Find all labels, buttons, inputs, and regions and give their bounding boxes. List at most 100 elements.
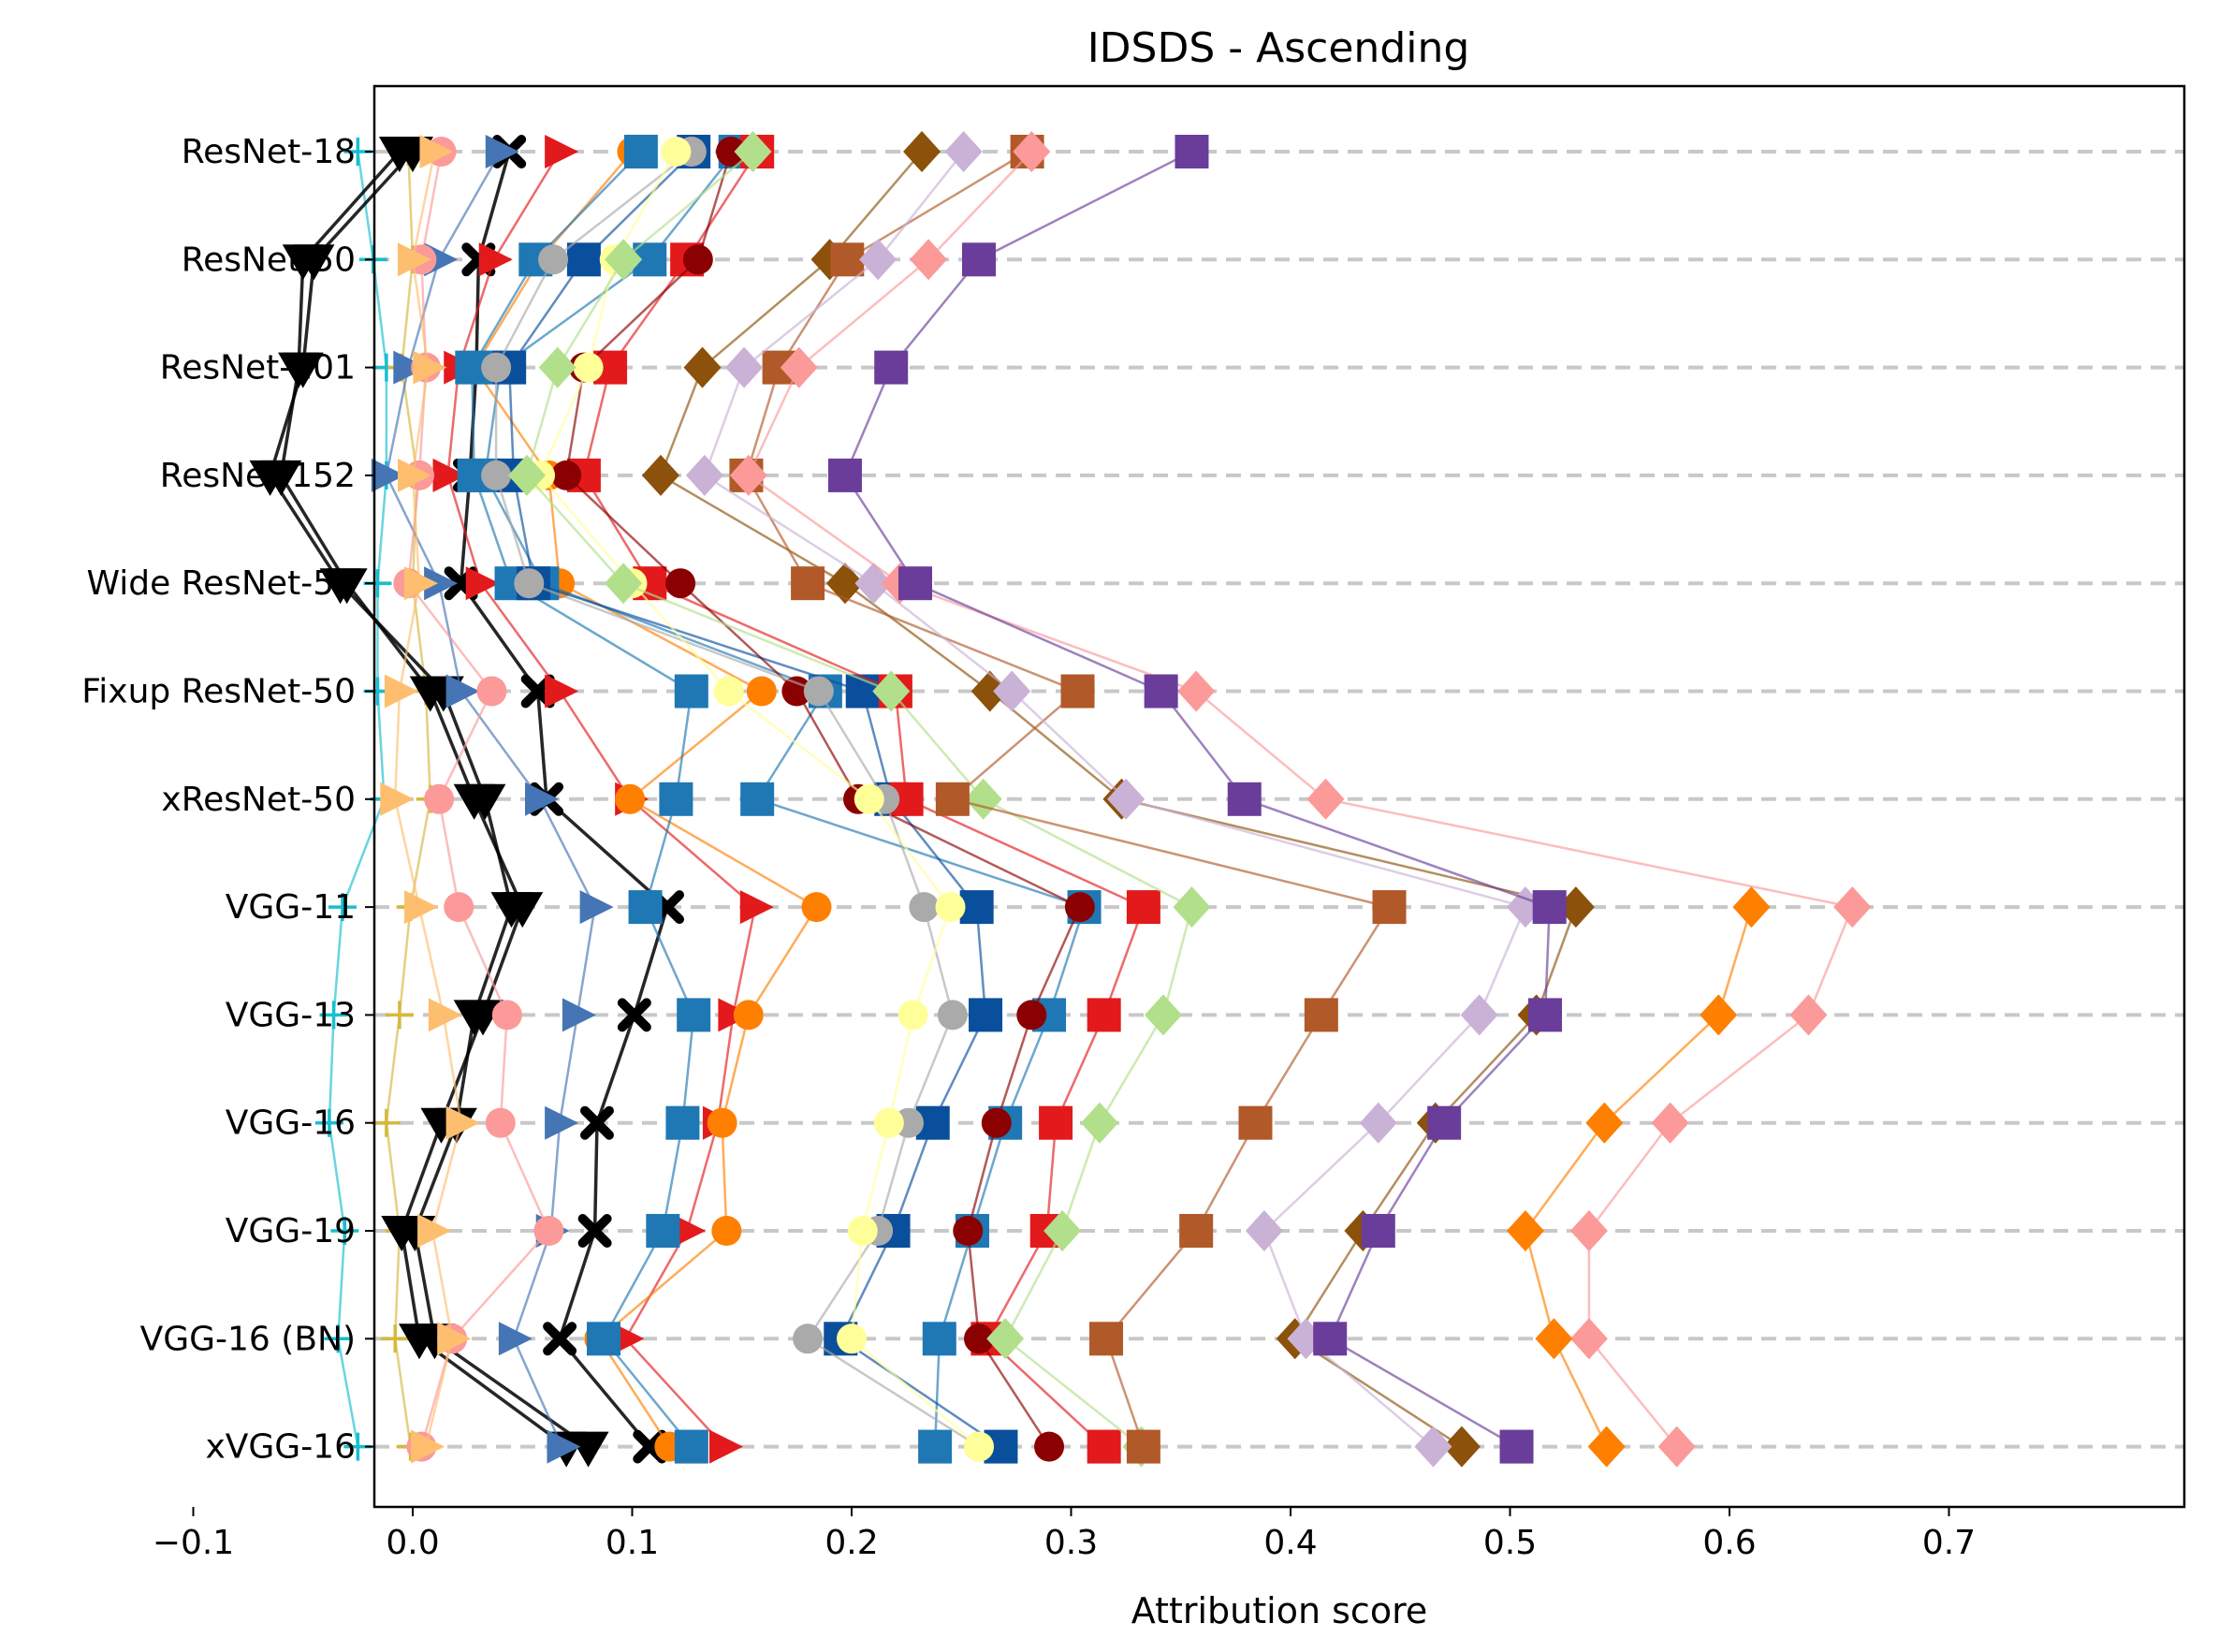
data-point <box>605 563 643 605</box>
data-point <box>282 352 324 388</box>
data-point <box>1556 886 1595 928</box>
data-point <box>1569 1318 1608 1360</box>
data-point <box>935 892 966 923</box>
data-point <box>1016 1000 1047 1031</box>
series-line <box>1524 906 1753 1448</box>
data-point <box>1700 994 1738 1036</box>
data-point <box>1359 1102 1397 1144</box>
data-point <box>328 893 357 922</box>
data-point <box>935 782 970 816</box>
y-tick-label: VGG-16 <box>226 1104 356 1143</box>
data-point <box>803 676 834 707</box>
data-point <box>481 460 512 490</box>
data-point <box>734 131 772 172</box>
data-point <box>605 239 643 281</box>
x-axis: −0.1 0.0 0.1 0.2 0.3 0.4 0.5 0.6 0.7 <box>153 1507 1976 1562</box>
data-point <box>617 998 651 1032</box>
x-tick-label: 0.0 <box>386 1524 439 1562</box>
data-point <box>1107 778 1145 820</box>
data-point <box>1833 886 1872 928</box>
data-point <box>573 352 604 383</box>
data-point <box>830 242 865 277</box>
data-point <box>1245 1210 1283 1251</box>
data-point <box>641 454 679 496</box>
data-point <box>910 239 948 281</box>
data-point <box>1651 1102 1689 1144</box>
data-point <box>683 346 722 388</box>
data-point <box>780 346 818 388</box>
data-point <box>538 244 569 275</box>
data-point <box>1126 890 1160 925</box>
data-point <box>385 1001 414 1030</box>
data-point <box>873 1107 904 1138</box>
data-point <box>1427 1105 1462 1140</box>
data-point <box>1506 1210 1544 1251</box>
data-point <box>964 1431 995 1462</box>
data-point <box>478 242 513 277</box>
y-tick-label: ResNet-50 <box>182 241 356 279</box>
data-point <box>837 1323 867 1354</box>
x-axis-label: Attribution score <box>1131 1590 1428 1631</box>
data-point <box>545 135 579 168</box>
x-tick-label: 0.3 <box>1044 1524 1098 1562</box>
data-point <box>993 670 1031 712</box>
data-point <box>547 1429 581 1464</box>
data-point <box>1175 135 1209 168</box>
data-point <box>319 1001 348 1030</box>
y-tick-label: ResNet-18 <box>182 133 356 171</box>
data-point <box>476 676 507 707</box>
data-point <box>793 1323 824 1354</box>
data-point <box>453 1000 495 1036</box>
data-point <box>507 454 546 496</box>
y-tick-label: xVGG-16 <box>205 1428 356 1467</box>
data-point <box>674 1429 708 1464</box>
data-point <box>1306 778 1345 820</box>
data-point <box>384 674 418 709</box>
data-point <box>665 1105 700 1140</box>
data-point <box>937 1000 968 1031</box>
data-point <box>1587 1425 1626 1468</box>
data-point <box>711 1216 742 1246</box>
data-point <box>579 1105 614 1140</box>
data-point <box>372 1108 401 1137</box>
data-point <box>959 890 994 925</box>
series-22 <box>827 135 1567 1464</box>
data-point <box>444 892 474 923</box>
data-point <box>685 454 723 496</box>
data-point <box>465 566 500 601</box>
data-point <box>411 1429 445 1464</box>
data-point <box>324 1324 353 1353</box>
data-point <box>872 670 911 712</box>
data-point <box>1732 886 1771 928</box>
data-point <box>1657 1425 1696 1468</box>
data-point <box>545 1105 579 1140</box>
data-point <box>854 783 884 814</box>
data-point <box>538 346 576 388</box>
data-point <box>918 1429 953 1464</box>
data-point <box>330 1217 359 1245</box>
data-point <box>249 460 291 496</box>
data-point <box>398 458 431 492</box>
data-point <box>533 1216 564 1246</box>
data-point <box>319 568 361 605</box>
data-point <box>1304 998 1338 1032</box>
data-point <box>801 892 832 923</box>
data-point <box>1238 1105 1273 1140</box>
data-point <box>922 1322 956 1356</box>
data-point <box>1087 998 1121 1032</box>
data-point <box>716 137 747 167</box>
data-point <box>1460 994 1498 1036</box>
data-point <box>404 566 439 601</box>
x-tick-label: 0.5 <box>1483 1524 1537 1562</box>
data-point <box>1528 998 1563 1032</box>
data-point <box>1039 1105 1073 1140</box>
data-point <box>953 1216 984 1246</box>
y-tick-label: ResNet-101 <box>160 349 356 387</box>
data-point <box>1173 886 1211 928</box>
data-point <box>543 1322 577 1356</box>
y-tick-label: ResNet-152 <box>160 457 356 495</box>
data-point <box>432 458 467 492</box>
series-20 <box>685 131 1544 1468</box>
data-point <box>847 1216 878 1246</box>
data-point <box>1144 674 1178 709</box>
